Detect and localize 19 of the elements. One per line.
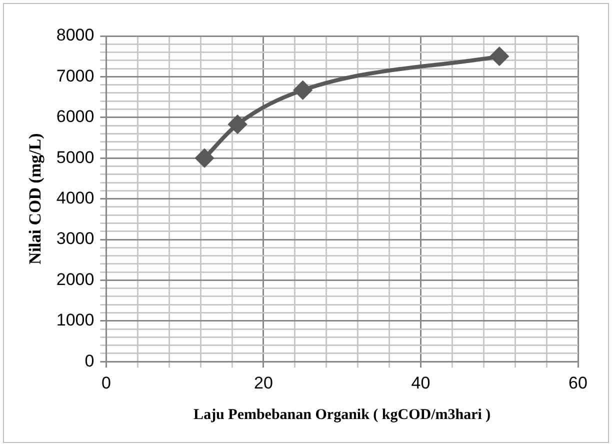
x-tick-label: 20 bbox=[254, 373, 273, 392]
x-tick-label: 40 bbox=[411, 373, 430, 392]
point bbox=[294, 81, 312, 100]
x-tick-label: 60 bbox=[568, 373, 588, 392]
point bbox=[196, 149, 214, 168]
y-tick-label: 8000 bbox=[56, 26, 94, 45]
y-tick-label: 1000 bbox=[56, 310, 94, 330]
y-axis-title: Nilai COD (mg/L) bbox=[26, 133, 45, 264]
point bbox=[228, 115, 247, 134]
y-tick-label: 6000 bbox=[56, 107, 94, 126]
y-tick-label: 4000 bbox=[56, 188, 94, 208]
y-tick-label: 3000 bbox=[56, 229, 94, 248]
y-tick-label: 5000 bbox=[56, 148, 94, 167]
y-tick-label: 0 bbox=[84, 351, 94, 370]
y-tick-label: 2000 bbox=[56, 270, 94, 289]
x-tick-label: 0 bbox=[101, 373, 111, 392]
point bbox=[490, 47, 508, 66]
x-axis-title: Laju Pembebanan Organik ( kgCOD/m3hari ) bbox=[194, 406, 491, 423]
y-tick-label: 7000 bbox=[56, 66, 94, 86]
